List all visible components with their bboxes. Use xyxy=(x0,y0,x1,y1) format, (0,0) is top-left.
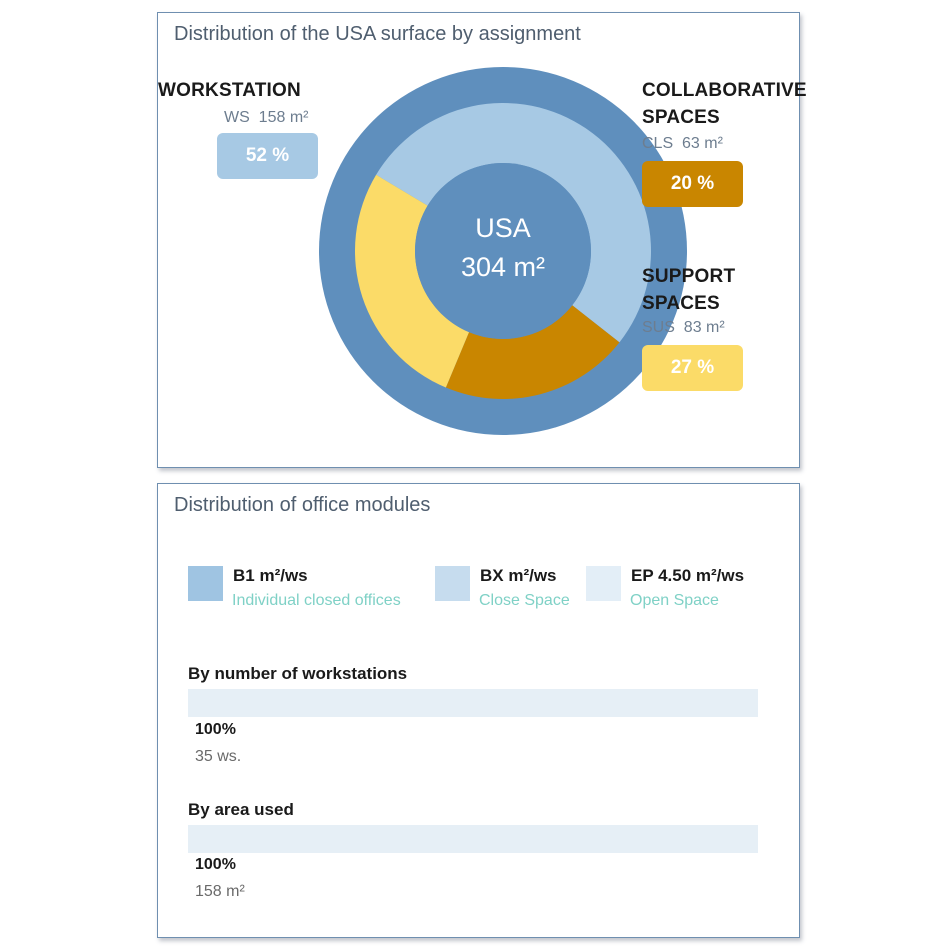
donut-center-value: 304 m² xyxy=(460,252,546,282)
legend-desc-b1: Individual closed offices xyxy=(232,592,401,609)
donut-center-label: USA xyxy=(475,213,531,243)
category-name-workstation: WORKSTATION xyxy=(158,80,301,101)
percent-badge-workstation: 52 % xyxy=(217,133,318,179)
legend-swatch-ep xyxy=(586,566,621,601)
category-code: SUS xyxy=(642,319,675,336)
legend-desc-bx: Close Space xyxy=(479,592,570,609)
donut-chart xyxy=(319,67,687,435)
bar-track-area xyxy=(188,825,758,853)
category-name-support: SUPPORT SPACES xyxy=(642,266,736,314)
legend-desc-ep: Open Space xyxy=(630,592,719,609)
category-area-workstation: WS 158 m² xyxy=(224,109,308,127)
legend-swatch-bx xyxy=(435,566,470,601)
donut-center-circle xyxy=(415,163,591,339)
office-modules-panel: Distribution of office modules B1 m²/ws … xyxy=(157,483,800,938)
category-area-collaborative: CLS 63 m² xyxy=(642,135,723,153)
category-area: 158 m² xyxy=(258,109,309,126)
percent-workstations: 100% xyxy=(195,721,236,738)
section-title-area: By area used xyxy=(188,800,294,819)
legend-name-bx: BX m²/ws xyxy=(480,566,557,585)
legend-name-ep: EP 4.50 m²/ws xyxy=(631,566,745,585)
bar-fill-workstations xyxy=(188,689,758,717)
percent-badge-collaborative: 20 % xyxy=(642,161,743,207)
category-area: 83 m² xyxy=(683,319,725,336)
bar-track-workstations xyxy=(188,689,758,717)
legend-name-b1: B1 m²/ws xyxy=(233,566,308,585)
percent-area: 100% xyxy=(195,856,236,873)
section-title-workstations: By number of workstations xyxy=(188,664,408,683)
category-name-collaborative: COLLABORATIVE SPACES xyxy=(642,80,807,128)
category-code: CLS xyxy=(642,135,674,152)
category-area: 63 m² xyxy=(682,135,723,152)
donut-center: USA 304 m² xyxy=(418,213,588,283)
legend-swatch-b1 xyxy=(188,566,223,601)
panel-title: Distribution of office modules xyxy=(174,494,431,516)
donut-slice-sus xyxy=(355,174,470,388)
category-area-support: SUS 83 m² xyxy=(642,319,725,337)
surface-distribution-panel: Distribution of the USA surface by assig… xyxy=(157,12,807,468)
donut-slice-ws xyxy=(376,103,651,343)
donut-slice-cls xyxy=(445,305,620,399)
panel-title: Distribution of the USA surface by assig… xyxy=(174,23,581,45)
value-area: 158 m² xyxy=(195,883,245,900)
percent-badge-support: 27 % xyxy=(642,345,743,391)
bar-fill-area xyxy=(188,825,758,853)
category-code: WS xyxy=(224,109,250,126)
value-workstations: 35 ws. xyxy=(195,748,242,765)
